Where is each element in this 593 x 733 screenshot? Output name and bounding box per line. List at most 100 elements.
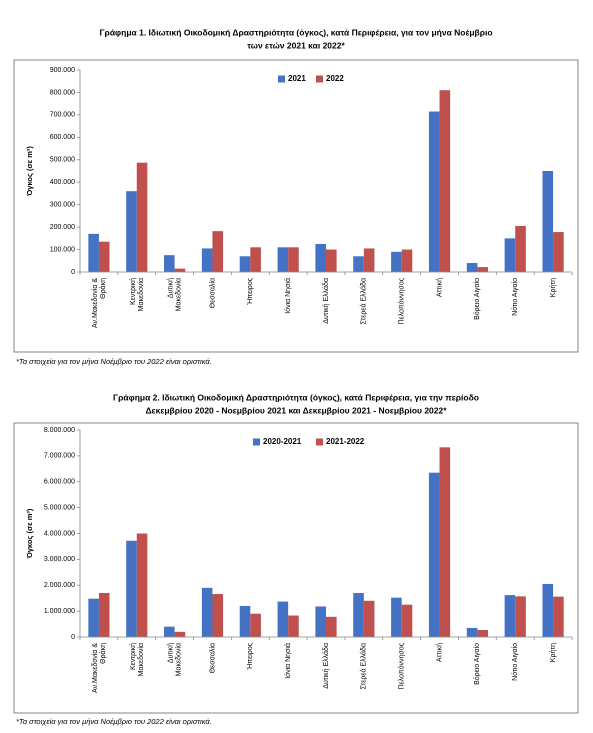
chart-title: των ετών 2021 και 2022*	[247, 40, 345, 50]
y-tick-label: 2.000.000	[44, 582, 75, 589]
bar	[515, 225, 526, 272]
x-tick-label: Νότιο Αιγαίο	[511, 643, 519, 681]
bar	[515, 596, 526, 637]
legend-label: 2022	[326, 74, 344, 83]
bar	[553, 596, 564, 637]
bar	[401, 604, 413, 637]
footnote: *Τα στοιχεία για τον μήνα Νοέμβριο του 2…	[16, 357, 212, 366]
x-tick-label-line: Θράκη	[99, 643, 107, 664]
x-tick-label: Πελοπόννησος	[398, 277, 406, 324]
y-tick-label: 300.000	[50, 202, 75, 209]
y-tick-label: 8.000.000	[44, 427, 75, 434]
bar	[88, 598, 99, 637]
x-tick-label: Ήπειρος	[247, 642, 254, 670]
bar	[201, 248, 213, 272]
footnote: *Τα στοιχεία για τον μήνα Νοέμβριο του 2…	[16, 717, 212, 726]
bar	[363, 600, 375, 637]
y-tick-label: 7.000.000	[44, 453, 75, 460]
y-tick-label: 1.000.000	[44, 608, 75, 615]
bar	[315, 606, 326, 637]
y-tick-label: 5.000.000	[44, 504, 75, 511]
bar	[466, 627, 478, 637]
bar	[288, 615, 299, 637]
x-tick-label-line: Κεντρική	[130, 643, 137, 670]
bar	[326, 249, 337, 272]
y-tick-label: 800.000	[50, 89, 75, 96]
bar	[288, 247, 299, 272]
x-tick-label: ΚεντρικήΜακεδονία	[130, 278, 145, 311]
bar	[353, 256, 364, 272]
bar	[315, 243, 326, 272]
y-tick-label: 0	[71, 634, 75, 641]
chart-title: Γράφημα 1. Ιδιωτική Οικοδομική Δραστηριό…	[99, 27, 492, 37]
bar	[201, 587, 213, 637]
x-tick-label: ΔυτικήΜακεδονία	[167, 643, 182, 676]
x-tick-label: ΔυτικήΜακεδονία	[167, 278, 182, 311]
x-tick-label-line: Δυτική	[167, 278, 174, 298]
chart-title: Δεκεμβρίου 2020 - Νοεμβρίου 2021 και Δεκ…	[145, 405, 447, 415]
bar	[164, 626, 175, 637]
x-tick-label-line: Δυτική	[167, 643, 174, 663]
x-tick-label: Θεσσαλία	[208, 278, 216, 308]
bar	[239, 256, 251, 272]
bar	[439, 447, 451, 637]
y-tick-label: 4.000.000	[44, 530, 75, 537]
x-tick-label: ΚεντρικήΜακεδονία	[130, 643, 145, 676]
y-axis-label: Όγκος (σε m³)	[25, 508, 34, 559]
bar	[136, 162, 148, 272]
x-tick-label-line: Μακεδονία	[137, 643, 145, 676]
x-tick-label: Αττική	[436, 278, 443, 297]
x-tick-label-line: Μακεδονία	[174, 278, 182, 311]
x-tick-label: Κρήτη	[550, 643, 557, 662]
x-tick-label: Δυτική Ελλάδα	[322, 278, 330, 324]
y-tick-label: 900.000	[50, 67, 75, 74]
bar	[428, 472, 440, 637]
y-tick-label: 0	[71, 269, 75, 276]
x-tick-label: Αττική	[436, 643, 443, 662]
x-tick-label: Πελοπόννησος	[398, 642, 406, 689]
x-tick-label: Ιόνια Νησιά	[284, 278, 292, 314]
bar	[126, 191, 137, 272]
bar	[477, 267, 488, 272]
bar	[466, 263, 478, 272]
x-tick-label: Αν.Μακεδονία &Θράκη	[91, 643, 107, 693]
x-tick-label-line: Μακεδονία	[137, 278, 145, 311]
x-tick-label: Στερεά Ελλάδα	[360, 278, 368, 325]
y-axis-label: Όγκος (σε m³)	[25, 146, 34, 197]
bar	[391, 597, 402, 637]
bar	[212, 594, 224, 637]
bar	[174, 268, 186, 272]
y-tick-label: 600.000	[50, 134, 75, 141]
x-tick-label: Στερεά Ελλάδα	[360, 643, 368, 690]
y-tick-label: 6.000.000	[44, 479, 75, 486]
x-tick-label: Βόρειο Αιγαίο	[473, 643, 481, 685]
legend-label: 2021-2022	[326, 437, 365, 446]
bar	[326, 616, 337, 637]
x-tick-label-line: Αν.Μακεδονία &	[91, 278, 99, 328]
bar	[250, 247, 261, 272]
x-tick-label: Ιόνια Νησιά	[284, 643, 292, 679]
legend-swatch	[278, 75, 285, 83]
bar	[439, 90, 451, 272]
x-tick-label-line: Αν.Μακεδονία &	[91, 643, 99, 693]
y-tick-label: 200.000	[50, 224, 75, 231]
legend-swatch	[316, 438, 323, 446]
y-tick-label: 100.000	[50, 246, 75, 253]
chart-frame	[13, 422, 579, 714]
bar	[88, 233, 99, 272]
x-tick-label-line: Θράκη	[99, 278, 107, 299]
x-tick-label: Θεσσαλία	[208, 643, 216, 673]
bar	[504, 595, 516, 637]
legend-label: 2021	[288, 74, 306, 83]
bar	[504, 238, 516, 272]
bar	[542, 171, 554, 272]
bar	[277, 601, 289, 637]
x-tick-label: Βόρειο Αιγαίο	[473, 278, 481, 320]
bar	[428, 111, 440, 273]
x-tick-label-line: Κεντρική	[130, 278, 137, 305]
y-tick-label: 500.000	[50, 157, 75, 164]
bar	[477, 630, 488, 637]
bar	[174, 631, 186, 637]
y-tick-label: 400.000	[50, 179, 75, 186]
